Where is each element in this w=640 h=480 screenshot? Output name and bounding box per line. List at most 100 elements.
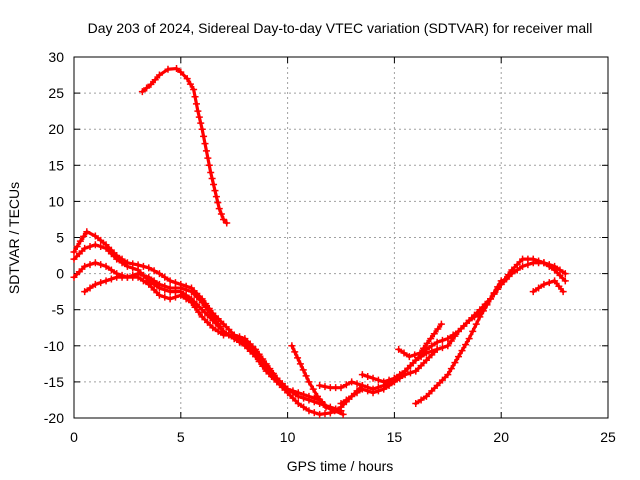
series-line (72, 261, 322, 402)
y-tick-label: 30 (48, 49, 64, 65)
data-point (198, 313, 206, 321)
data-point (396, 371, 404, 379)
data-point (310, 409, 318, 417)
data-point (191, 93, 199, 101)
data-point (143, 84, 151, 92)
data-point (187, 298, 195, 306)
data-point (284, 385, 292, 393)
data-point (198, 298, 206, 306)
data-point (342, 381, 350, 389)
data-point (289, 387, 297, 395)
data-point (278, 380, 286, 388)
data-point (209, 324, 217, 332)
data-point (412, 356, 420, 364)
data-point (86, 261, 94, 269)
data-point (207, 169, 215, 177)
data-point (438, 336, 446, 344)
data-point (80, 232, 88, 240)
data-point (294, 389, 302, 397)
data-point (353, 380, 361, 388)
data-point (246, 344, 254, 352)
data-point (81, 244, 89, 252)
data-point (190, 85, 198, 93)
data-point (447, 365, 455, 373)
data-point (428, 387, 436, 395)
series-arc-g (337, 255, 569, 408)
data-point (214, 199, 222, 207)
data-point (75, 250, 83, 258)
data-point (255, 354, 263, 362)
series-arc-upper (138, 65, 231, 227)
data-point (161, 282, 169, 290)
data-point (380, 378, 388, 386)
data-point (454, 327, 462, 335)
data-point (113, 255, 121, 263)
data-point (129, 264, 137, 272)
data-point (561, 270, 569, 278)
data-point (540, 280, 548, 288)
data-point (186, 80, 194, 88)
data-point (469, 327, 477, 335)
data-point (194, 107, 202, 115)
series-arc-k (529, 277, 567, 296)
data-point (369, 389, 377, 397)
data-point (202, 303, 210, 311)
data-point (437, 320, 445, 328)
data-point (385, 376, 393, 384)
y-axis-title: SDTVAR / TECUs (6, 182, 22, 294)
data-point (555, 282, 563, 290)
data-point (70, 248, 78, 256)
data-point (91, 232, 99, 240)
data-point (508, 266, 516, 274)
x-tick-label: 10 (280, 429, 296, 445)
data-point (273, 374, 281, 382)
data-point (540, 259, 548, 267)
series-arc-e (288, 342, 347, 418)
series-line (318, 261, 567, 391)
data-point (97, 243, 105, 251)
data-point (91, 259, 99, 267)
data-point (134, 270, 142, 278)
data-point (318, 398, 326, 406)
data-point (417, 353, 425, 361)
data-point (75, 268, 83, 276)
data-point (107, 275, 115, 283)
data-point (288, 342, 296, 350)
data-point (494, 283, 502, 291)
series-arc-f (316, 259, 569, 393)
data-point (358, 371, 366, 379)
series-group (70, 65, 569, 418)
data-point (155, 291, 163, 299)
data-point (423, 339, 431, 347)
data-point (438, 344, 446, 352)
data-point (422, 349, 430, 357)
data-point (145, 273, 153, 281)
data-point (417, 362, 425, 370)
data-point (164, 65, 172, 73)
data-point (166, 277, 174, 285)
data-point (155, 270, 163, 278)
data-point (139, 262, 147, 270)
data-point (76, 237, 84, 245)
data-point (476, 313, 484, 321)
data-point (465, 317, 473, 325)
y-tick-label: 25 (48, 85, 64, 101)
data-point (401, 367, 409, 375)
data-point (166, 295, 174, 303)
data-point (551, 277, 559, 285)
data-point (411, 351, 419, 359)
data-point (438, 376, 446, 384)
y-tick-label: -15 (44, 374, 64, 390)
data-point (444, 335, 452, 343)
data-point (454, 353, 462, 361)
data-point (490, 289, 498, 297)
data-point (171, 293, 179, 301)
data-point (268, 369, 276, 377)
data-point (177, 291, 185, 299)
data-point (427, 335, 435, 343)
x-tick-label: 0 (70, 429, 78, 445)
data-point (147, 80, 155, 88)
data-point (556, 271, 564, 279)
data-point (513, 261, 521, 269)
data-point (559, 288, 567, 296)
